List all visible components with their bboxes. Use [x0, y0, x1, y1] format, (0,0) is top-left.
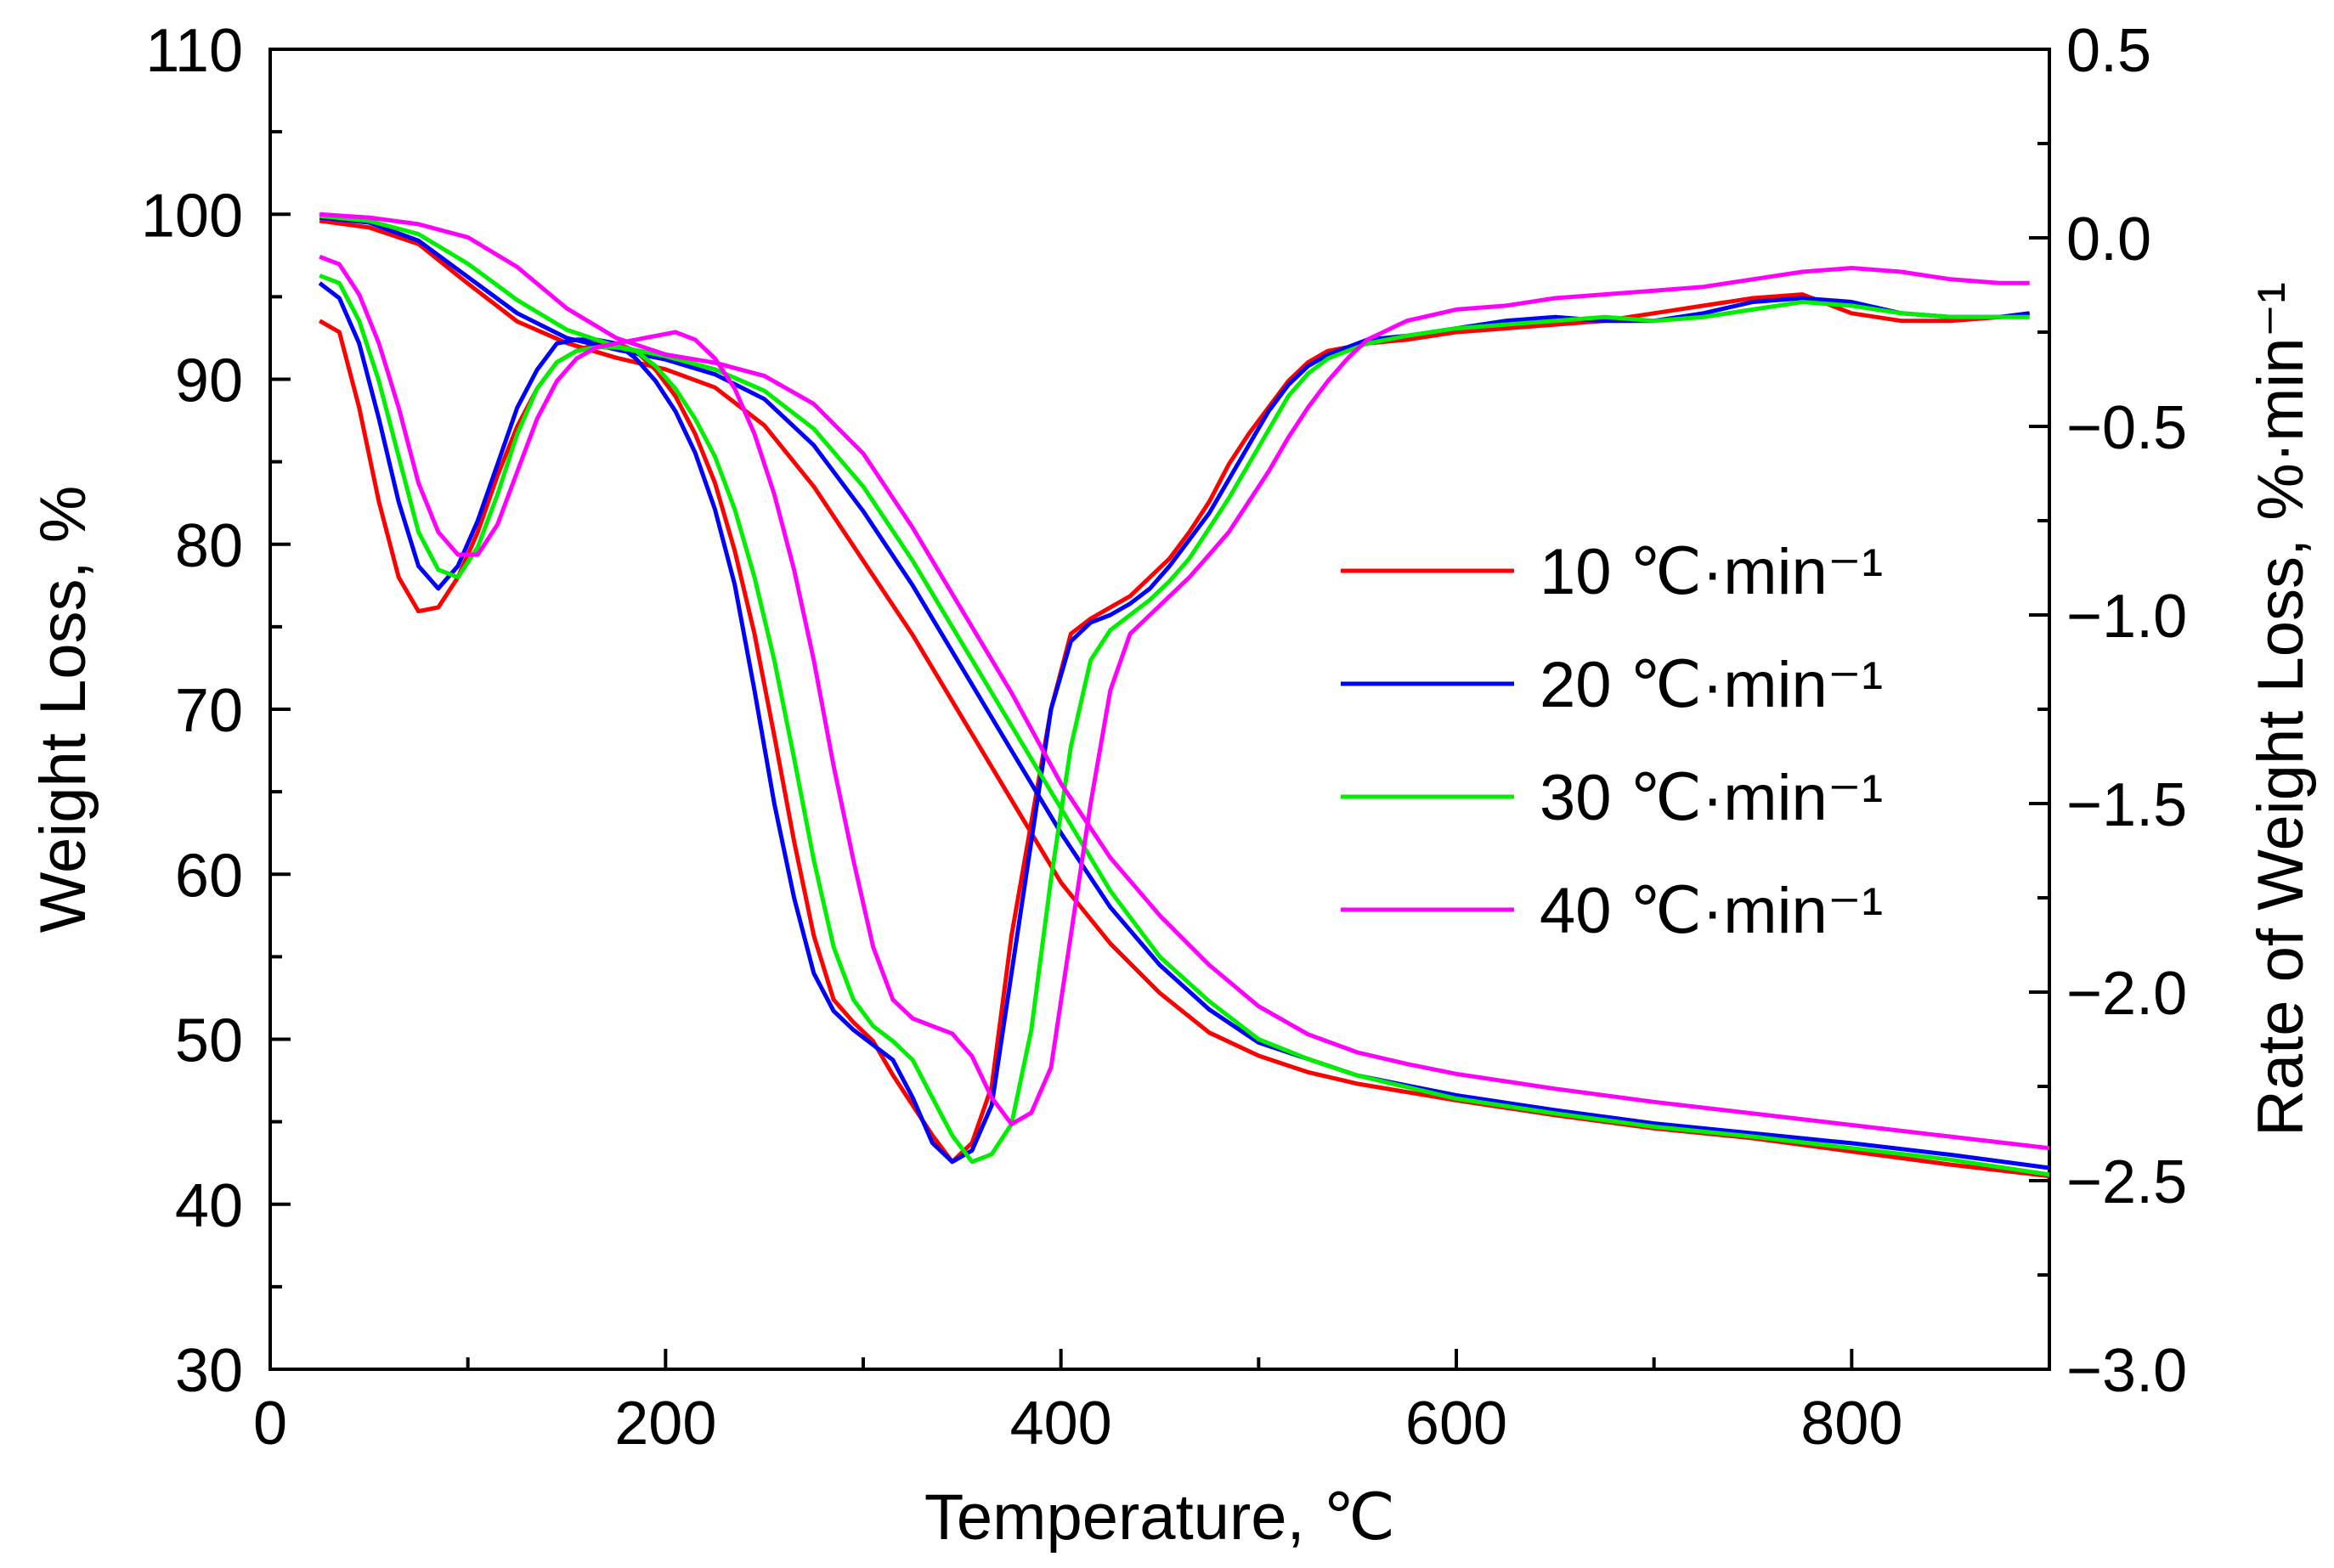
y-left-tick-label: 80: [175, 512, 243, 580]
y-left-tick-label: 60: [175, 842, 243, 910]
y-left-tick-label: 90: [175, 347, 243, 415]
legend-label: 40 ℃·min⁻¹: [1540, 875, 1883, 947]
y-left-tick-label: 50: [175, 1007, 243, 1075]
y-right-tick-label: −3.0: [2066, 1337, 2187, 1405]
tg-line-series-2: [319, 215, 2050, 1170]
dtg-line-series-2: [318, 281, 2031, 1165]
series-3: [319, 213, 2050, 1177]
tg-line-series-4: [319, 212, 2050, 1151]
dtg-line-series-1: [318, 292, 2031, 1165]
y-right-tick-label: −1.0: [2066, 583, 2187, 651]
dtg-line-series-3: [319, 274, 2030, 1165]
dtg-line-series-4: [319, 254, 2030, 1126]
series-layer: [318, 212, 2050, 1179]
series-4: [319, 212, 2050, 1151]
legend-label: 10 ℃·min⁻¹: [1540, 536, 1883, 608]
legend-entry: 20 ℃·min⁻¹: [1341, 649, 1883, 721]
axis-layer: 0 200 400 600 800 30 40 50 60 70 80 90 100 110 −3.0 −2.…: [27, 17, 2317, 1554]
x-tick-label: 600: [1405, 1390, 1507, 1458]
x-tick-label: 0: [253, 1390, 287, 1458]
x-axis-title: Temperature, ℃: [924, 1481, 1395, 1554]
legend-label: 30 ℃·min⁻¹: [1540, 762, 1883, 834]
y-left-tick-label: 100: [141, 182, 243, 250]
y-left-tick-label: 70: [175, 677, 243, 745]
y-right-tick-label: −1.5: [2066, 771, 2187, 839]
y-left-tick-label: 30: [175, 1337, 243, 1405]
legend-entry: 10 ℃·min⁻¹: [1341, 536, 1883, 608]
legend-entry: 40 ℃·min⁻¹: [1341, 875, 1883, 947]
y-left-tick-label: 40: [175, 1172, 243, 1240]
legend: 10 ℃·min⁻¹ 20 ℃·min⁻¹ 30 ℃·min⁻¹ 40 ℃·min⁻¹: [1341, 536, 1883, 947]
y-left-tick-label: 110: [145, 17, 243, 85]
y-right-tick-label: 0.0: [2066, 206, 2151, 274]
y-right-tick-label: −2.0: [2066, 960, 2187, 1028]
x-tick-label: 200: [614, 1390, 716, 1458]
legend-label: 20 ℃·min⁻¹: [1540, 649, 1883, 721]
legend-entry: 30 ℃·min⁻¹: [1341, 762, 1883, 834]
y-right-tick-label: 0.5: [2066, 17, 2151, 85]
series-2: [318, 215, 2050, 1170]
y-right-tick-label: −0.5: [2066, 394, 2187, 462]
x-tick-label: 800: [1800, 1390, 1902, 1458]
tg-line-series-3: [319, 213, 2050, 1177]
y-right-tick-label: −2.5: [2066, 1148, 2187, 1216]
x-tick-label: 400: [1010, 1390, 1112, 1458]
y-right-axis-title: Rate of Weight Loss, %·min⁻¹: [2245, 282, 2317, 1137]
y-left-axis-title: Weight Loss, %: [27, 486, 99, 933]
